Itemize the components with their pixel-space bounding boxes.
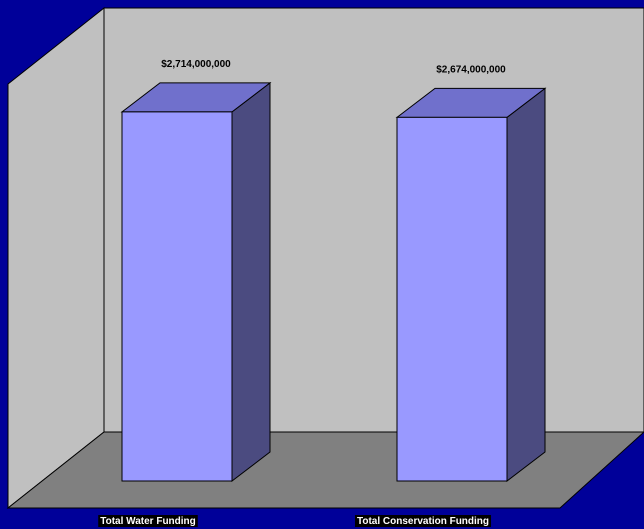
chart-floor (6, 431, 644, 509)
chart-side-wall (7, 6, 105, 510)
bar-side (506, 87, 546, 483)
bars-layer (120, 81, 547, 483)
category-label: Total Water Funding (100, 516, 196, 527)
bar-side (231, 81, 271, 483)
bar-value-label: $2,674,000,000 (436, 64, 506, 75)
category-label-background (98, 515, 198, 527)
labels-layer: $2,714,000,000 Total Water Funding $2,674,… (98, 59, 506, 527)
category-label: Total Conservation Funding (357, 516, 489, 527)
bar (121, 111, 233, 482)
category-label-background (354, 515, 492, 527)
bar (396, 116, 508, 482)
bar-value-label: $2,714,000,000 (161, 59, 231, 70)
